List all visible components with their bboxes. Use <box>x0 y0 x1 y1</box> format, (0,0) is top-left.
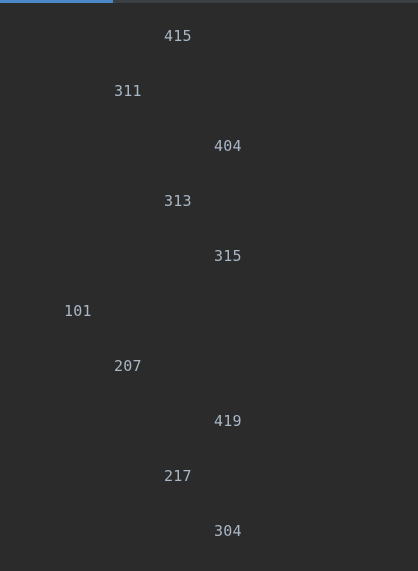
tree-node: 311 <box>114 82 142 100</box>
tree-node: 419 <box>214 412 242 430</box>
tree-node: 404 <box>214 137 242 155</box>
tree-lines: 415 311 404 313 315 101 207 419 217 304 <box>0 3 418 571</box>
tree-node: 304 <box>214 522 242 540</box>
tree-node: 207 <box>114 357 142 375</box>
tab-strip <box>0 0 418 3</box>
tree-node: 313 <box>164 192 192 210</box>
tree-node: 101 <box>64 302 92 320</box>
active-tab-indicator[interactable] <box>0 0 113 3</box>
tree-node: 415 <box>164 27 192 45</box>
tree-node: 217 <box>164 467 192 485</box>
tree-node: 315 <box>214 247 242 265</box>
